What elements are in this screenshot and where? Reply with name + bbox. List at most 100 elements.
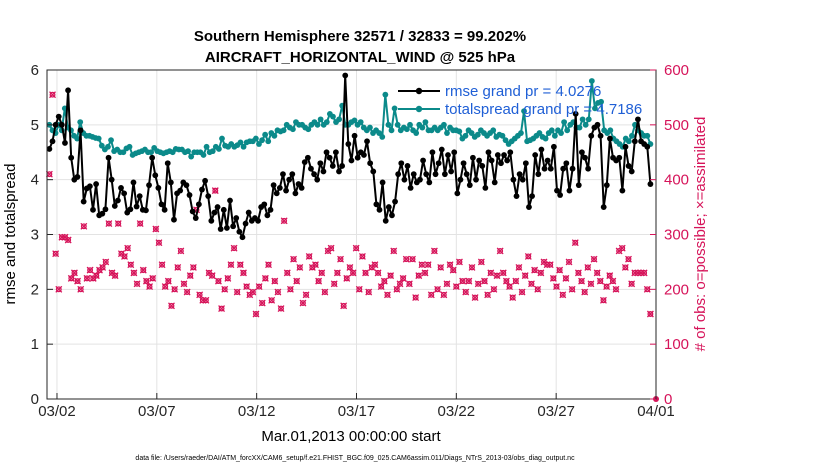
- totalspread-point: [305, 126, 312, 133]
- obs-possible-marker: [412, 294, 419, 301]
- rmse-point: [127, 206, 134, 213]
- obs-point: [612, 285, 620, 293]
- rmse-point: [273, 190, 280, 197]
- rmse-point: [491, 179, 498, 186]
- obs-assimilated-marker: [318, 269, 326, 277]
- obs-point: [346, 263, 354, 271]
- totalspread-point: [385, 121, 392, 128]
- obs-point: [290, 255, 298, 263]
- obs-possible-marker: [522, 272, 529, 279]
- totalspread-point: [74, 135, 81, 142]
- obs-assimilated-marker: [571, 239, 579, 247]
- obs-assimilated-marker: [556, 266, 564, 274]
- obs-possible-marker: [509, 294, 516, 301]
- rmse-point: [146, 182, 152, 189]
- rmse-point: [392, 198, 398, 205]
- obs-assimilated-marker: [621, 263, 629, 271]
- rmse-point: [407, 184, 414, 191]
- rmse-point: [186, 192, 193, 198]
- obs-point: [399, 274, 407, 282]
- obs-assimilated-marker: [296, 263, 304, 271]
- obs-point: [640, 269, 648, 277]
- obs-possible-marker: [162, 283, 169, 290]
- rmse-point: [479, 163, 486, 169]
- rmse-point: [526, 204, 532, 210]
- totalspread-point: [323, 119, 330, 125]
- footer-datafile: data file: /Users/raeder/DAI/ATM_forcXX/…: [135, 455, 575, 462]
- totalspread-point: [388, 127, 395, 134]
- rmse-point: [560, 165, 567, 172]
- obs-possible-marker: [187, 272, 194, 279]
- obs-assimilated-marker: [130, 269, 138, 277]
- rmse-point: [314, 176, 321, 183]
- rmse-point: [339, 163, 346, 169]
- totalspread-point: [582, 121, 589, 128]
- obs-assimilated-marker: [158, 261, 166, 269]
- obs-assimilated-marker: [618, 244, 626, 252]
- obs-possible-marker: [406, 280, 413, 287]
- obs-point: [321, 288, 329, 296]
- left-tick-label: 4: [31, 172, 39, 189]
- obs-assimilated-marker: [502, 277, 510, 285]
- obs-possible-marker: [224, 275, 231, 282]
- rmse-point: [230, 223, 237, 230]
- obs-possible-marker: [375, 269, 382, 276]
- rmse-point: [588, 132, 595, 139]
- obs-possible-marker: [237, 261, 244, 268]
- obs-assimilated-marker: [568, 285, 576, 293]
- rmse-point: [373, 201, 380, 208]
- rmse-point: [410, 171, 417, 178]
- obs-point: [430, 247, 438, 255]
- obs-possible-marker: [312, 261, 319, 268]
- obs-point: [521, 272, 529, 280]
- rmse-point: [432, 171, 439, 178]
- rmse-point: [276, 184, 283, 191]
- obs-possible-marker: [140, 267, 147, 274]
- rmse-point: [578, 149, 585, 156]
- rmse-point: [367, 160, 374, 167]
- rmse-point: [99, 210, 106, 217]
- obs-assimilated-marker: [434, 285, 442, 293]
- right-tick-label: 500: [664, 117, 689, 134]
- obs-possible-marker: [481, 278, 488, 285]
- obs-possible-marker: [409, 256, 416, 263]
- rmse-point: [236, 228, 243, 235]
- obs-point: [124, 244, 132, 252]
- rmse-point: [457, 176, 464, 183]
- obs-assimilated-marker: [343, 274, 351, 282]
- obs-assimilated-marker: [133, 280, 141, 288]
- obs-assimilated-marker: [146, 283, 154, 291]
- left-tick-label: 1: [31, 336, 39, 353]
- rmse-point: [510, 176, 517, 183]
- totalspread-point: [382, 91, 389, 98]
- obs-possible-marker: [74, 278, 81, 285]
- obs-possible-marker: [400, 275, 407, 282]
- totalspread-point: [77, 119, 84, 125]
- obs-assimilated-marker: [396, 280, 404, 288]
- obs-point: [496, 247, 504, 255]
- obs-possible-marker: [550, 275, 557, 282]
- obs-point: [371, 261, 379, 269]
- totalspread-point: [336, 116, 343, 123]
- obs-assimilated-marker: [86, 266, 94, 274]
- rmse-point: [628, 168, 635, 175]
- obs-possible-marker: [259, 300, 266, 306]
- obs-point: [553, 283, 560, 291]
- obs-assimilated-marker: [168, 302, 175, 310]
- obs-possible-marker: [318, 269, 325, 276]
- obs-possible-marker: [190, 264, 197, 271]
- obs-point: [625, 255, 632, 263]
- rmse-point: [538, 146, 545, 153]
- obs-possible-marker: [306, 253, 313, 260]
- rmse-point: [323, 149, 330, 156]
- totalspread-point: [379, 133, 386, 140]
- rmse-point: [529, 193, 535, 200]
- obs-assimilated-marker: [490, 285, 498, 293]
- rmse-point: [522, 160, 529, 167]
- obs-assimilated-marker: [271, 277, 279, 285]
- obs-assimilated-marker: [77, 285, 85, 293]
- obs-possible-marker: [346, 264, 353, 271]
- obs-point: [155, 239, 163, 247]
- obs-point: [139, 266, 147, 274]
